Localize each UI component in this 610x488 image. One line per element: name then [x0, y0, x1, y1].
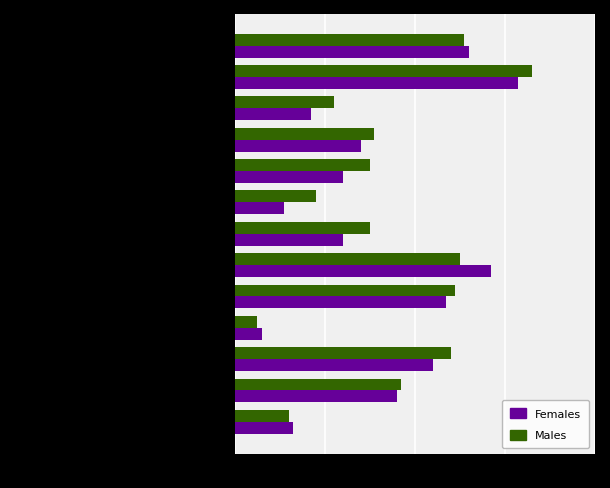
Bar	[235, 347, 451, 359]
Bar	[235, 172, 343, 183]
Bar	[235, 422, 293, 434]
Bar	[235, 46, 468, 59]
Bar	[235, 391, 396, 403]
Bar	[235, 359, 433, 371]
Bar	[235, 191, 316, 203]
Bar	[235, 379, 401, 391]
Bar	[235, 328, 262, 340]
Bar	[235, 203, 284, 215]
Bar	[235, 66, 532, 78]
Bar	[235, 128, 375, 141]
Bar	[235, 297, 447, 309]
Legend: Females, Males: Females, Males	[502, 400, 589, 448]
Bar	[235, 35, 464, 46]
Bar	[235, 285, 455, 297]
Bar	[235, 316, 257, 328]
Bar	[235, 410, 289, 422]
Bar	[235, 234, 343, 246]
Bar	[235, 254, 460, 265]
Bar	[235, 141, 361, 152]
Bar	[235, 78, 518, 90]
Bar	[235, 223, 370, 234]
Bar	[235, 109, 311, 121]
Bar	[235, 160, 370, 172]
Bar	[235, 265, 491, 277]
Bar	[235, 97, 334, 109]
